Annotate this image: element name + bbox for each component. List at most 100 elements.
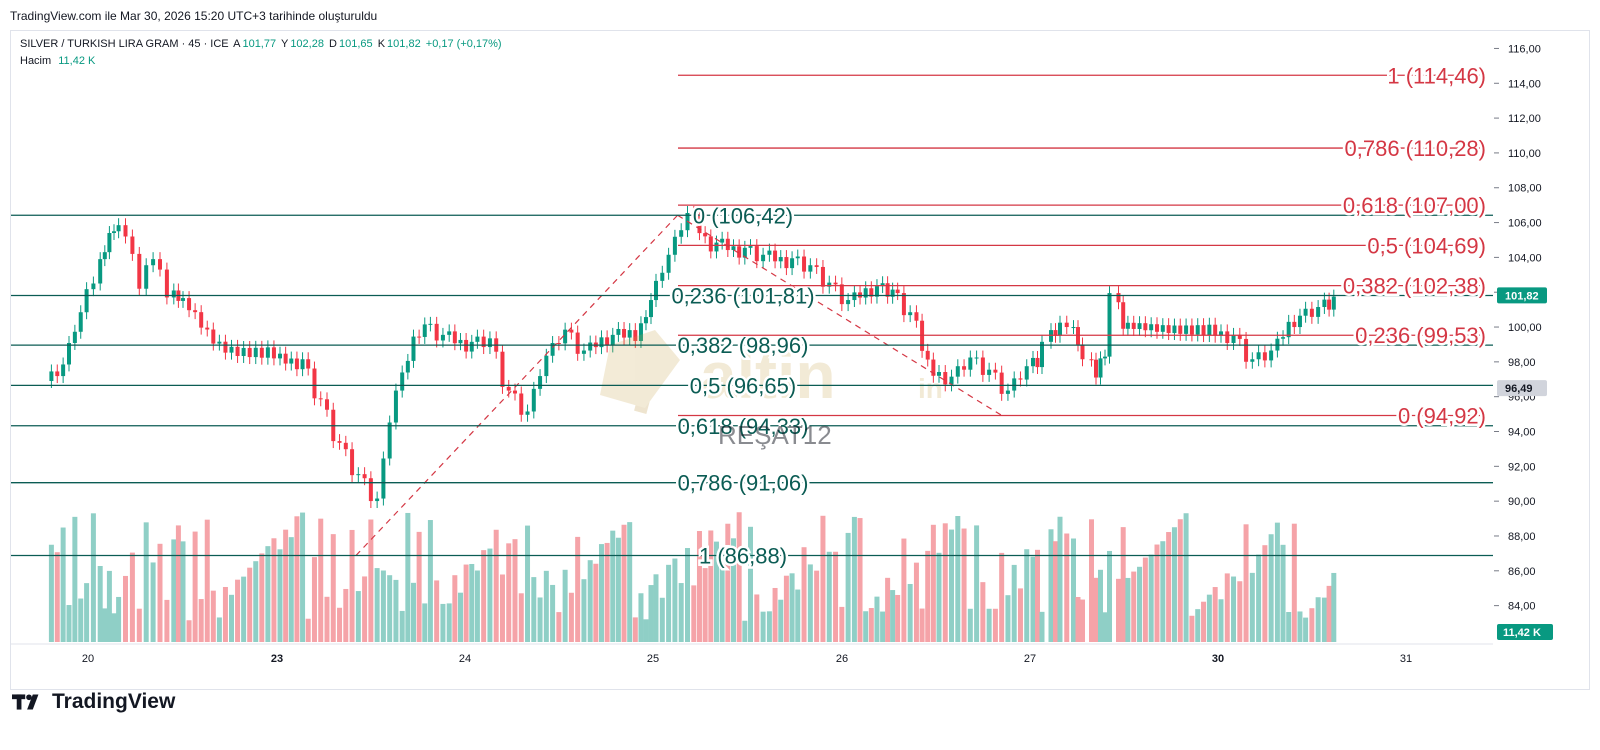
volume-bar xyxy=(175,525,181,642)
volume-bar xyxy=(525,525,531,642)
candle-body xyxy=(350,449,355,476)
candle-body xyxy=(885,283,890,297)
candle-body xyxy=(1237,334,1242,339)
volume-bar xyxy=(123,575,128,642)
volume-bar xyxy=(974,525,980,642)
candle-body xyxy=(1024,366,1029,380)
candle-body xyxy=(1103,356,1107,359)
fib-green-label: 0,5 (96,65) xyxy=(690,373,796,398)
volume-bar xyxy=(890,590,896,642)
volume-bar xyxy=(1224,573,1230,642)
volume-bar xyxy=(143,522,149,642)
volume-bar xyxy=(801,547,807,642)
candle-body xyxy=(708,236,713,252)
volume-bar xyxy=(919,608,925,642)
low-label: D xyxy=(329,38,337,50)
price-badge xyxy=(1497,287,1547,304)
volume-bar xyxy=(754,594,760,642)
candle-body xyxy=(1303,308,1308,316)
candle-body xyxy=(1005,390,1010,394)
volume-bar xyxy=(393,579,399,642)
volume-bar xyxy=(795,589,801,642)
candle-body xyxy=(890,289,895,297)
candle-body xyxy=(1225,331,1230,343)
volume-bar xyxy=(713,541,719,642)
volume-bar xyxy=(355,591,361,642)
candle-body xyxy=(1286,321,1291,338)
candle-body xyxy=(742,247,747,258)
volume-bar xyxy=(422,603,428,642)
price-tick-label: 84,00 xyxy=(1508,601,1536,613)
volume-bar xyxy=(277,549,283,642)
fib-red-label: 0,236 (99,53) xyxy=(1355,323,1486,348)
candle-body xyxy=(519,393,524,415)
volume-bar xyxy=(672,558,678,642)
price-tick-label: 100,00 xyxy=(1508,322,1542,334)
volume-bar xyxy=(839,606,845,642)
volume-bar xyxy=(457,592,463,642)
volume-label: Hacim xyxy=(20,55,52,67)
candle-body xyxy=(980,357,985,375)
candle-body xyxy=(895,289,900,294)
volume-bar xyxy=(1107,550,1112,642)
candle-body xyxy=(666,254,671,273)
volume-bar xyxy=(150,562,156,642)
candle-body xyxy=(1040,341,1044,368)
volume-bar xyxy=(936,552,942,642)
volume-bar xyxy=(198,599,204,642)
candle-body xyxy=(955,366,960,377)
volume-bar xyxy=(685,548,690,642)
candle-body xyxy=(784,257,789,269)
candle-body xyxy=(672,236,677,255)
volume-bar xyxy=(638,593,644,642)
volume-bar xyxy=(330,534,336,642)
candle-body xyxy=(1256,352,1261,360)
candle-body xyxy=(679,230,684,237)
candle-body xyxy=(1269,350,1274,361)
volume-bar xyxy=(1048,529,1054,642)
candle-body xyxy=(102,252,107,260)
candle-body xyxy=(405,360,410,373)
candle-body xyxy=(1184,325,1189,334)
volume-bar xyxy=(1166,532,1172,642)
candle-body xyxy=(725,238,730,251)
symbol-label[interactable]: SILVER / TURKISH LIRA GRAM · 45 · ICE xyxy=(20,38,229,50)
volume-bar xyxy=(593,563,599,642)
chart-frame[interactable] xyxy=(10,30,1590,690)
candle-body xyxy=(469,341,474,352)
volume-bar xyxy=(512,539,518,642)
volume-bar xyxy=(742,620,748,642)
candle-body xyxy=(381,458,386,499)
volume-bar xyxy=(833,551,839,642)
volume-bar xyxy=(627,522,633,642)
candle-body xyxy=(833,282,838,285)
candle-body xyxy=(481,336,486,348)
volume-bar xyxy=(368,519,374,642)
candle-body xyxy=(999,372,1004,394)
fib-green-label: 0,236 (101,81) xyxy=(671,284,814,309)
volume-bar xyxy=(405,512,411,642)
candle-body xyxy=(1322,299,1327,308)
volume-bar xyxy=(499,574,505,642)
candle-body xyxy=(123,225,128,237)
volume-bar xyxy=(901,538,907,642)
volume-bar xyxy=(416,531,422,642)
candle-body xyxy=(1058,322,1062,336)
volume-bar xyxy=(568,592,574,642)
candle-body xyxy=(627,330,632,338)
volume-bar xyxy=(97,566,103,642)
volume-bar xyxy=(337,607,343,642)
volume-bar xyxy=(868,608,874,642)
volume-bar xyxy=(374,568,380,642)
volume-bar xyxy=(778,599,784,642)
volume-bar xyxy=(1011,564,1017,642)
candle-body xyxy=(91,283,96,290)
candle-body xyxy=(312,368,317,399)
tradingview-brand[interactable]: TradingView xyxy=(12,690,175,714)
price-tick-label: 92,00 xyxy=(1508,461,1536,473)
candle-body xyxy=(1281,337,1286,339)
volume-bar xyxy=(986,608,992,642)
volume-bar xyxy=(247,567,253,642)
volume-bar xyxy=(1331,572,1337,642)
